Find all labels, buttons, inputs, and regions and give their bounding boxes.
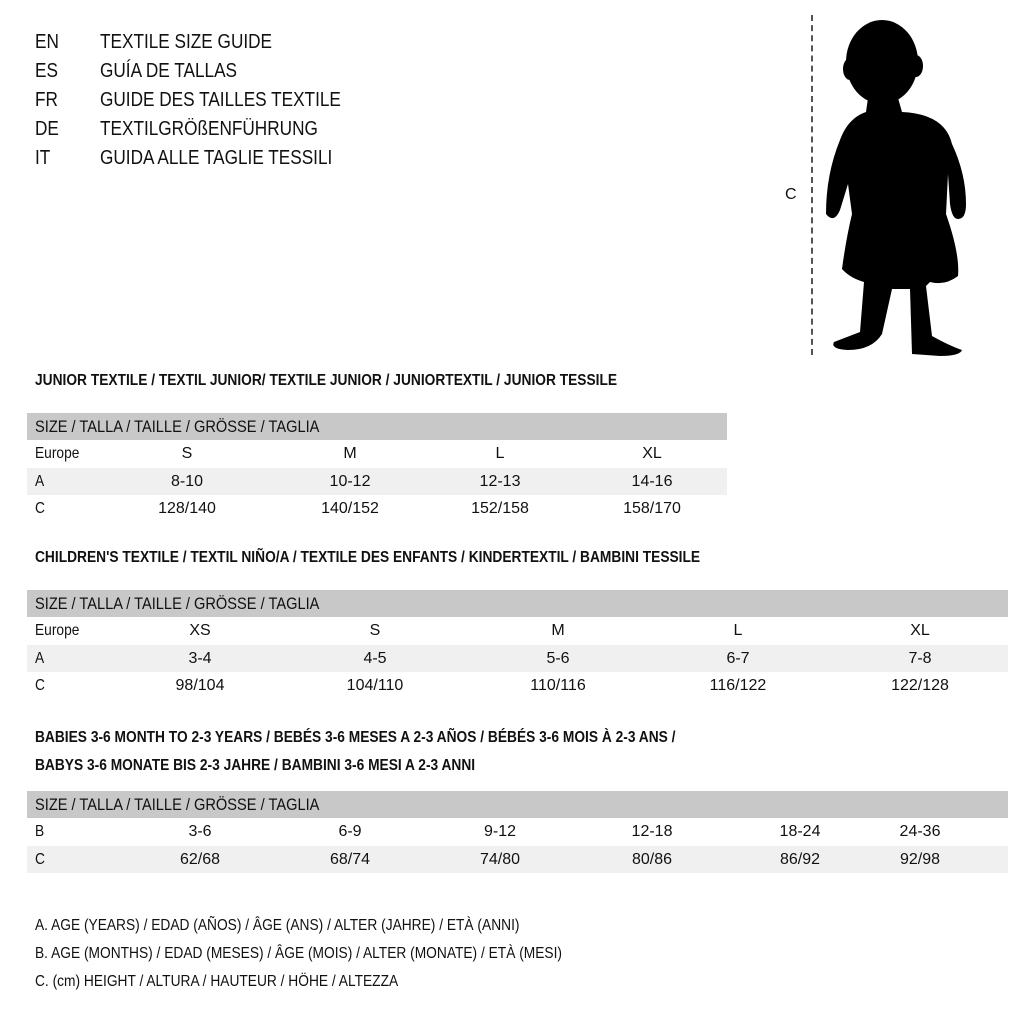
height-label: C <box>785 186 797 203</box>
guide-title: GUÍA DE TALLAS <box>100 60 238 82</box>
table-cell: 8-10 <box>170 472 204 490</box>
language-code: ES <box>35 60 58 82</box>
table-cell: S <box>369 622 381 639</box>
table-cell: 10-12 <box>329 472 371 490</box>
child-silhouette-icon <box>826 20 966 356</box>
table-row: C 62/68 68/74 74/80 80/86 86/92 92/98 <box>27 845 1008 873</box>
row-label: A <box>35 649 45 667</box>
table-header: SIZE / TALLA / TAILLE / GRÖSSE / TAGLIA <box>27 590 1008 617</box>
table-cell: 4-5 <box>363 649 387 667</box>
row-label: B <box>35 823 45 840</box>
junior-section-title: JUNIOR TEXTILE / TEXTIL JUNIOR/ TEXTILE … <box>35 372 618 389</box>
table-cell: 3-4 <box>188 649 212 667</box>
row-label: A <box>35 472 45 490</box>
babies-section-title-2: BABYS 3-6 MONATE BIS 2-3 JAHRE / BAMBINI… <box>35 757 476 774</box>
table-cell: 7-8 <box>908 649 932 667</box>
table-cell: 24-36 <box>899 823 941 840</box>
table-cell: 6-9 <box>338 823 362 840</box>
guide-title: GUIDE DES TAILLES TEXTILE <box>100 89 341 111</box>
table-header: SIZE / TALLA / TAILLE / GRÖSSE / TAGLIA <box>27 413 727 440</box>
table-cell: XL <box>642 445 662 462</box>
height-marker <box>811 15 813 355</box>
table-cell: M <box>343 445 357 462</box>
table-cell: 80/86 <box>631 850 673 868</box>
language-code: EN <box>35 31 59 53</box>
table-row: A 8-10 10-12 12-13 14-16 <box>27 467 727 495</box>
babies-size-table: SIZE / TALLA / TAILLE / GRÖSSE / TAGLIA B… <box>27 791 1008 873</box>
children-size-table: SIZE / TALLA / TAILLE / GRÖSSE / TAGLIA E… <box>27 590 1008 700</box>
children-section-title: CHILDREN'S TEXTILE / TEXTIL NIÑO/A / TEX… <box>35 549 701 566</box>
row-label: Europe <box>35 445 80 462</box>
junior-size-table: SIZE / TALLA / TAILLE / GRÖSSE / TAGLIA E… <box>27 413 727 523</box>
babies-section-title-1: BABIES 3-6 MONTH TO 2-3 YEARS / BEBÉS 3-… <box>35 729 676 746</box>
guide-title: GUIDA ALLE TAGLIE TESSILI <box>100 147 333 169</box>
table-cell: 116/122 <box>709 677 767 694</box>
table-row: A 3-4 4-5 5-6 6-7 7-8 <box>27 644 1008 672</box>
table-cell: 12-18 <box>631 823 673 840</box>
language-code: DE <box>35 118 59 140</box>
table-cell: 74/80 <box>479 850 521 868</box>
table-cell: 98/104 <box>175 677 225 694</box>
guide-title: TEXTILGRÖßENFÜHRUNG <box>100 118 318 140</box>
table-row: C 128/140 140/152 152/158 158/170 <box>27 495 727 523</box>
table-cell: 86/92 <box>779 850 821 868</box>
table-cell: S <box>181 445 193 462</box>
row-label: C <box>35 500 45 517</box>
legend-c: C. (cm) HEIGHT / ALTURA / HAUTEUR / HÖHE… <box>35 973 399 990</box>
table-cell: 6-7 <box>726 649 750 667</box>
table-cell: XL <box>910 622 930 639</box>
table-cell: 3-6 <box>188 823 212 840</box>
table-cell: 158/170 <box>623 500 681 517</box>
table-cell: L <box>733 622 743 639</box>
table-cell: 9-12 <box>483 823 517 840</box>
table-cell: 140/152 <box>321 500 379 517</box>
table-row: C 98/104 104/110 110/116 116/122 122/128 <box>27 672 1008 700</box>
row-label: C <box>35 850 45 868</box>
table-cell: XS <box>189 622 211 639</box>
table-cell: 128/140 <box>158 500 216 517</box>
table-cell: M <box>551 622 565 639</box>
language-code: FR <box>35 89 58 111</box>
table-cell: 5-6 <box>546 649 570 667</box>
table-cell: 122/128 <box>891 677 949 694</box>
row-label: C <box>35 677 45 694</box>
table-cell: 12-13 <box>479 472 521 490</box>
table-header: SIZE / TALLA / TAILLE / GRÖSSE / TAGLIA <box>27 791 1008 818</box>
table-cell: 92/98 <box>899 850 941 868</box>
legend-b: B. AGE (MONTHS) / EDAD (MESES) / ÂGE (MO… <box>35 945 563 962</box>
legend-a: A. AGE (YEARS) / EDAD (AÑOS) / ÂGE (ANS)… <box>35 917 520 934</box>
guide-title: TEXTILE SIZE GUIDE <box>100 31 273 53</box>
table-cell: 110/116 <box>530 677 586 694</box>
table-cell: 14-16 <box>631 472 673 490</box>
table-cell: 152/158 <box>471 500 529 517</box>
table-row: B 3-6 6-9 9-12 12-18 18-24 24-36 <box>27 818 1008 846</box>
table-cell: L <box>495 445 505 462</box>
table-cell: 104/110 <box>346 677 404 694</box>
table-cell: 62/68 <box>179 850 221 868</box>
table-row: Europe S M L XL <box>27 440 727 468</box>
table-cell: 68/74 <box>329 850 371 868</box>
table-row: Europe XS S M L XL <box>27 617 1008 645</box>
table-cell: 18-24 <box>779 823 821 840</box>
language-code: IT <box>35 147 51 169</box>
row-label: Europe <box>35 622 80 639</box>
